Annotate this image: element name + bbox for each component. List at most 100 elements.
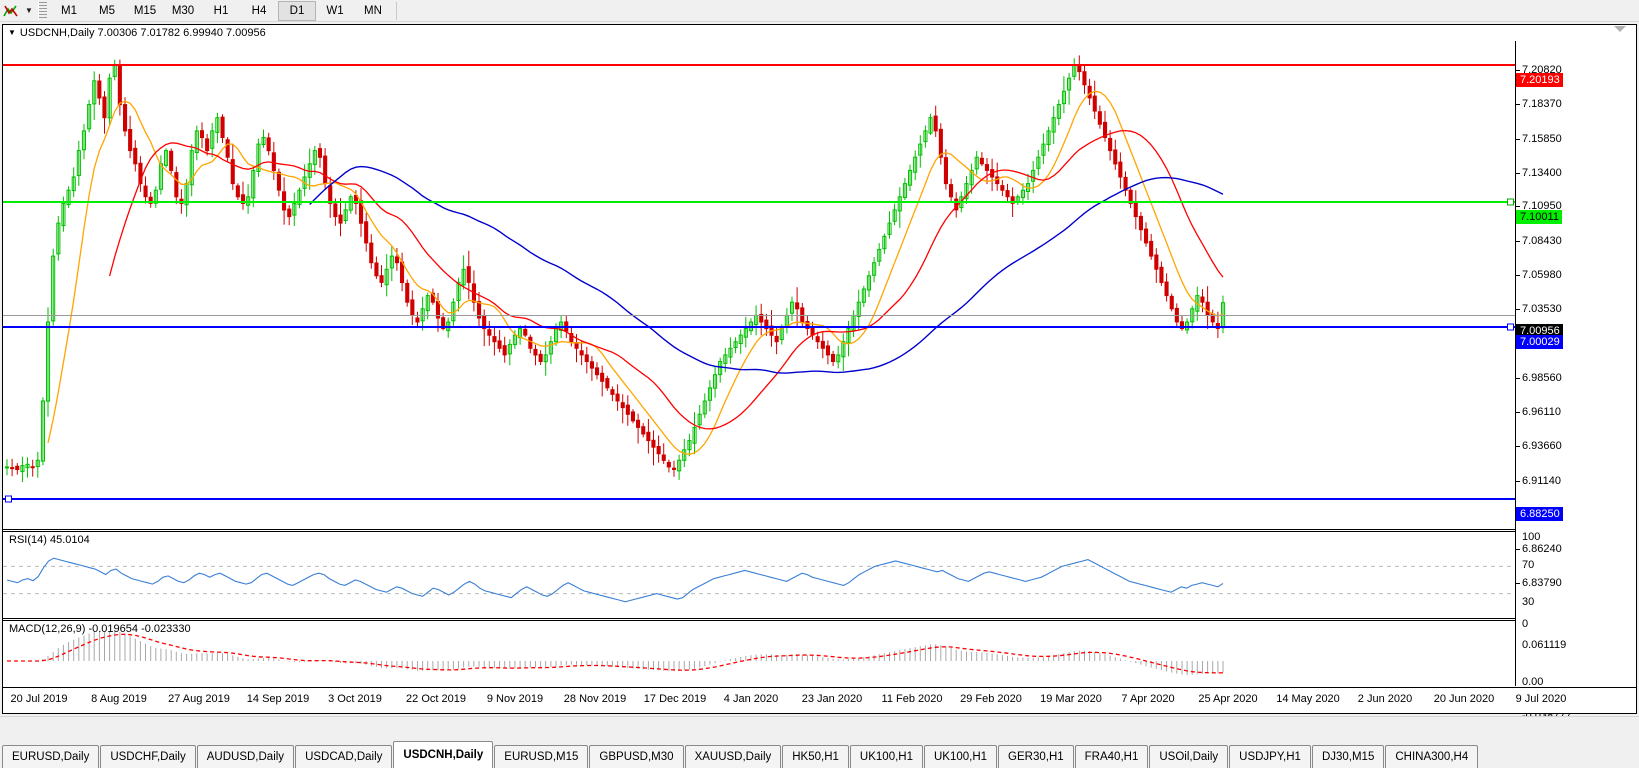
chart-tab-eurusd-m15[interactable]: EURUSD,M15	[494, 745, 589, 768]
date-label-2: 27 Aug 2019	[168, 693, 230, 705]
chart-tab-usdcnh-daily[interactable]: USDCNH,Daily	[393, 741, 494, 768]
rsi-scale-0: 0	[1522, 618, 1529, 630]
timeframe-w1[interactable]: W1	[326, 4, 344, 17]
chart-tab-dj30-m15[interactable]: DJ30,M15	[1311, 745, 1385, 768]
resistance-price-tag[interactable]: 7.20193	[1516, 73, 1563, 87]
price-label-3: 7.13400	[1522, 167, 1562, 179]
date-label-6: 9 Nov 2019	[486, 693, 544, 705]
date-label-7: 28 Nov 2019	[563, 693, 627, 705]
timeframe-toolbar: ▼ M1 M5 M15 M30 H1 H4 D1 W1 MN	[0, 0, 1639, 22]
date-label-18: 20 Jun 2020	[1433, 693, 1495, 705]
date-label-19: 9 Jul 2020	[1515, 693, 1567, 705]
timeframe-m15[interactable]: M15	[133, 4, 157, 17]
date-label-10: 23 Jan 2020	[801, 693, 863, 705]
timeframe-m1[interactable]: M1	[61, 4, 77, 17]
timeframe-buttons: M1 M5 M15 M30 H1 H4 D1 W1 MN	[50, 0, 392, 21]
price-candles-and-moving-averages	[5, 55, 1226, 482]
price-label-10: 6.93660	[1522, 440, 1562, 452]
green-level-price-tag[interactable]: 7.10011	[1516, 210, 1562, 224]
price-tick	[1516, 446, 1520, 447]
date-label-1: 8 Aug 2019	[91, 693, 147, 705]
timeframe-m5[interactable]: M5	[99, 4, 115, 17]
date-label-15: 25 Apr 2020	[1198, 693, 1258, 705]
macd-plot	[7, 631, 1224, 675]
price-label-8: 6.98560	[1522, 372, 1562, 384]
price-label-2: 7.15850	[1522, 133, 1562, 145]
drag-grip-icon[interactable]	[38, 1, 47, 20]
rsi-label: RSI(14) 45.0104	[9, 534, 90, 546]
date-axis[interactable]: 20 Jul 2019 8 Aug 2019 27 Aug 2019 14 Sep 2…	[3, 687, 1636, 713]
last-price-tag[interactable]: 7.00956	[1516, 324, 1563, 338]
chart-tab-usdjpy-h1[interactable]: USDJPY,H1	[1229, 745, 1311, 768]
price-tick	[1516, 549, 1520, 550]
chart-tab-ger30-h1[interactable]: GER30,H1	[998, 745, 1074, 768]
date-label-5: 22 Oct 2019	[406, 693, 466, 705]
resistance-line-red[interactable]	[3, 64, 1515, 66]
timeframe-mn[interactable]: MN	[364, 4, 382, 17]
support-line-blue[interactable]	[3, 326, 1515, 328]
rsi-pane[interactable]: RSI(14) 45.0104	[3, 532, 1515, 618]
price-label-13: 6.83790	[1522, 577, 1562, 589]
dropdown-caret-icon[interactable]: ▼	[25, 6, 33, 15]
chart-area[interactable]: ▼ USDCNH,Daily 7.00306 7.01782 6.99940 7…	[2, 24, 1637, 722]
timeframe-h4[interactable]: H4	[251, 4, 267, 17]
pane-separator-2	[3, 618, 1515, 619]
date-label-0: 20 Jul 2019	[10, 693, 68, 705]
collapse-chart-icon[interactable]	[1614, 26, 1626, 32]
last-price-line	[3, 315, 1515, 316]
chevron-down-icon[interactable]: ▼	[8, 28, 16, 37]
price-tick	[1516, 481, 1520, 482]
price-tick	[1516, 583, 1520, 584]
date-label-3: 14 Sep 2019	[246, 693, 310, 705]
chart-tab-usoil-daily[interactable]: USOil,Daily	[1149, 745, 1229, 768]
chart-tab-uk100-h1[interactable]: UK100,H1	[923, 745, 998, 768]
date-label-12: 29 Feb 2020	[960, 693, 1022, 705]
macd-scale-max: 0.061119	[1522, 639, 1567, 651]
price-label-12: 6.86240	[1522, 543, 1562, 555]
timeframe-d1[interactable]: D1	[278, 0, 316, 21]
chart-tab-uk100-h1[interactable]: UK100,H1	[849, 745, 923, 768]
support-price-tag[interactable]: 7.00029	[1516, 335, 1563, 349]
timeframe-h1[interactable]: H1	[213, 4, 229, 17]
chart-tab-eurusd-daily[interactable]: EURUSD,Daily	[2, 745, 100, 768]
chart-tab-gbpusd-m30[interactable]: GBPUSD,M30	[589, 745, 684, 768]
price-tick	[1516, 70, 1520, 71]
support-line-blue-handle[interactable]	[1507, 323, 1514, 331]
chart-title: USDCNH,Daily 7.00306 7.01782 6.99940 7.0…	[19, 26, 266, 39]
lower-support-price-tag[interactable]: 6.88250	[1516, 507, 1563, 521]
price-tick	[1516, 412, 1520, 413]
date-label-9: 4 Jan 2020	[723, 693, 779, 705]
chart-tab-hk50-h1[interactable]: HK50,H1	[782, 745, 849, 768]
price-tick	[1516, 378, 1520, 379]
price-pane[interactable]	[3, 41, 1515, 529]
price-tick	[1516, 206, 1520, 207]
chart-tab-china300-h4[interactable]: CHINA300,H4	[1385, 745, 1479, 768]
price-tick	[1516, 104, 1520, 105]
rsi-scale-100: 100	[1522, 531, 1541, 543]
chart-tab-xauusd-daily[interactable]: XAUUSD,Daily	[684, 745, 782, 768]
chart-tab-usdchf-daily[interactable]: USDCHF,Daily	[100, 745, 196, 768]
level-line-green-handle[interactable]	[1507, 198, 1514, 206]
pane-separator-1	[3, 529, 1515, 530]
chart-tab-audusd-daily[interactable]: AUDUSD,Daily	[196, 745, 295, 768]
indicators-icon[interactable]	[0, 1, 22, 21]
price-scale[interactable]: 7.20820 7.18370 7.15850 7.13400 7.10950 7.084…	[1515, 41, 1636, 722]
chart-tab-fra40-h1[interactable]: FRA40,H1	[1074, 745, 1149, 768]
date-label-14: 7 Apr 2020	[1121, 693, 1175, 705]
level-line-green[interactable]	[3, 201, 1515, 203]
chart-tab-usdcad-daily[interactable]: USDCAD,Daily	[295, 745, 393, 768]
price-tick	[1516, 139, 1520, 140]
rsi-scale-30: 30	[1522, 596, 1535, 608]
price-tick	[1516, 173, 1520, 174]
price-tick	[1516, 309, 1520, 310]
date-label-4: 3 Oct 2019	[328, 693, 382, 705]
lower-support-line-handle[interactable]	[5, 495, 12, 503]
timeframe-m30[interactable]: M30	[171, 4, 195, 17]
lower-support-line-blue[interactable]	[3, 498, 1515, 500]
macd-pane[interactable]: MACD(12,26,9) -0.019654 -0.023330	[3, 621, 1515, 686]
rsi-scale-70: 70	[1522, 559, 1535, 571]
pane-separator-2b	[3, 620, 1515, 621]
toolbar-divider	[396, 1, 397, 20]
date-label-17: 2 Jun 2020	[1357, 693, 1413, 705]
